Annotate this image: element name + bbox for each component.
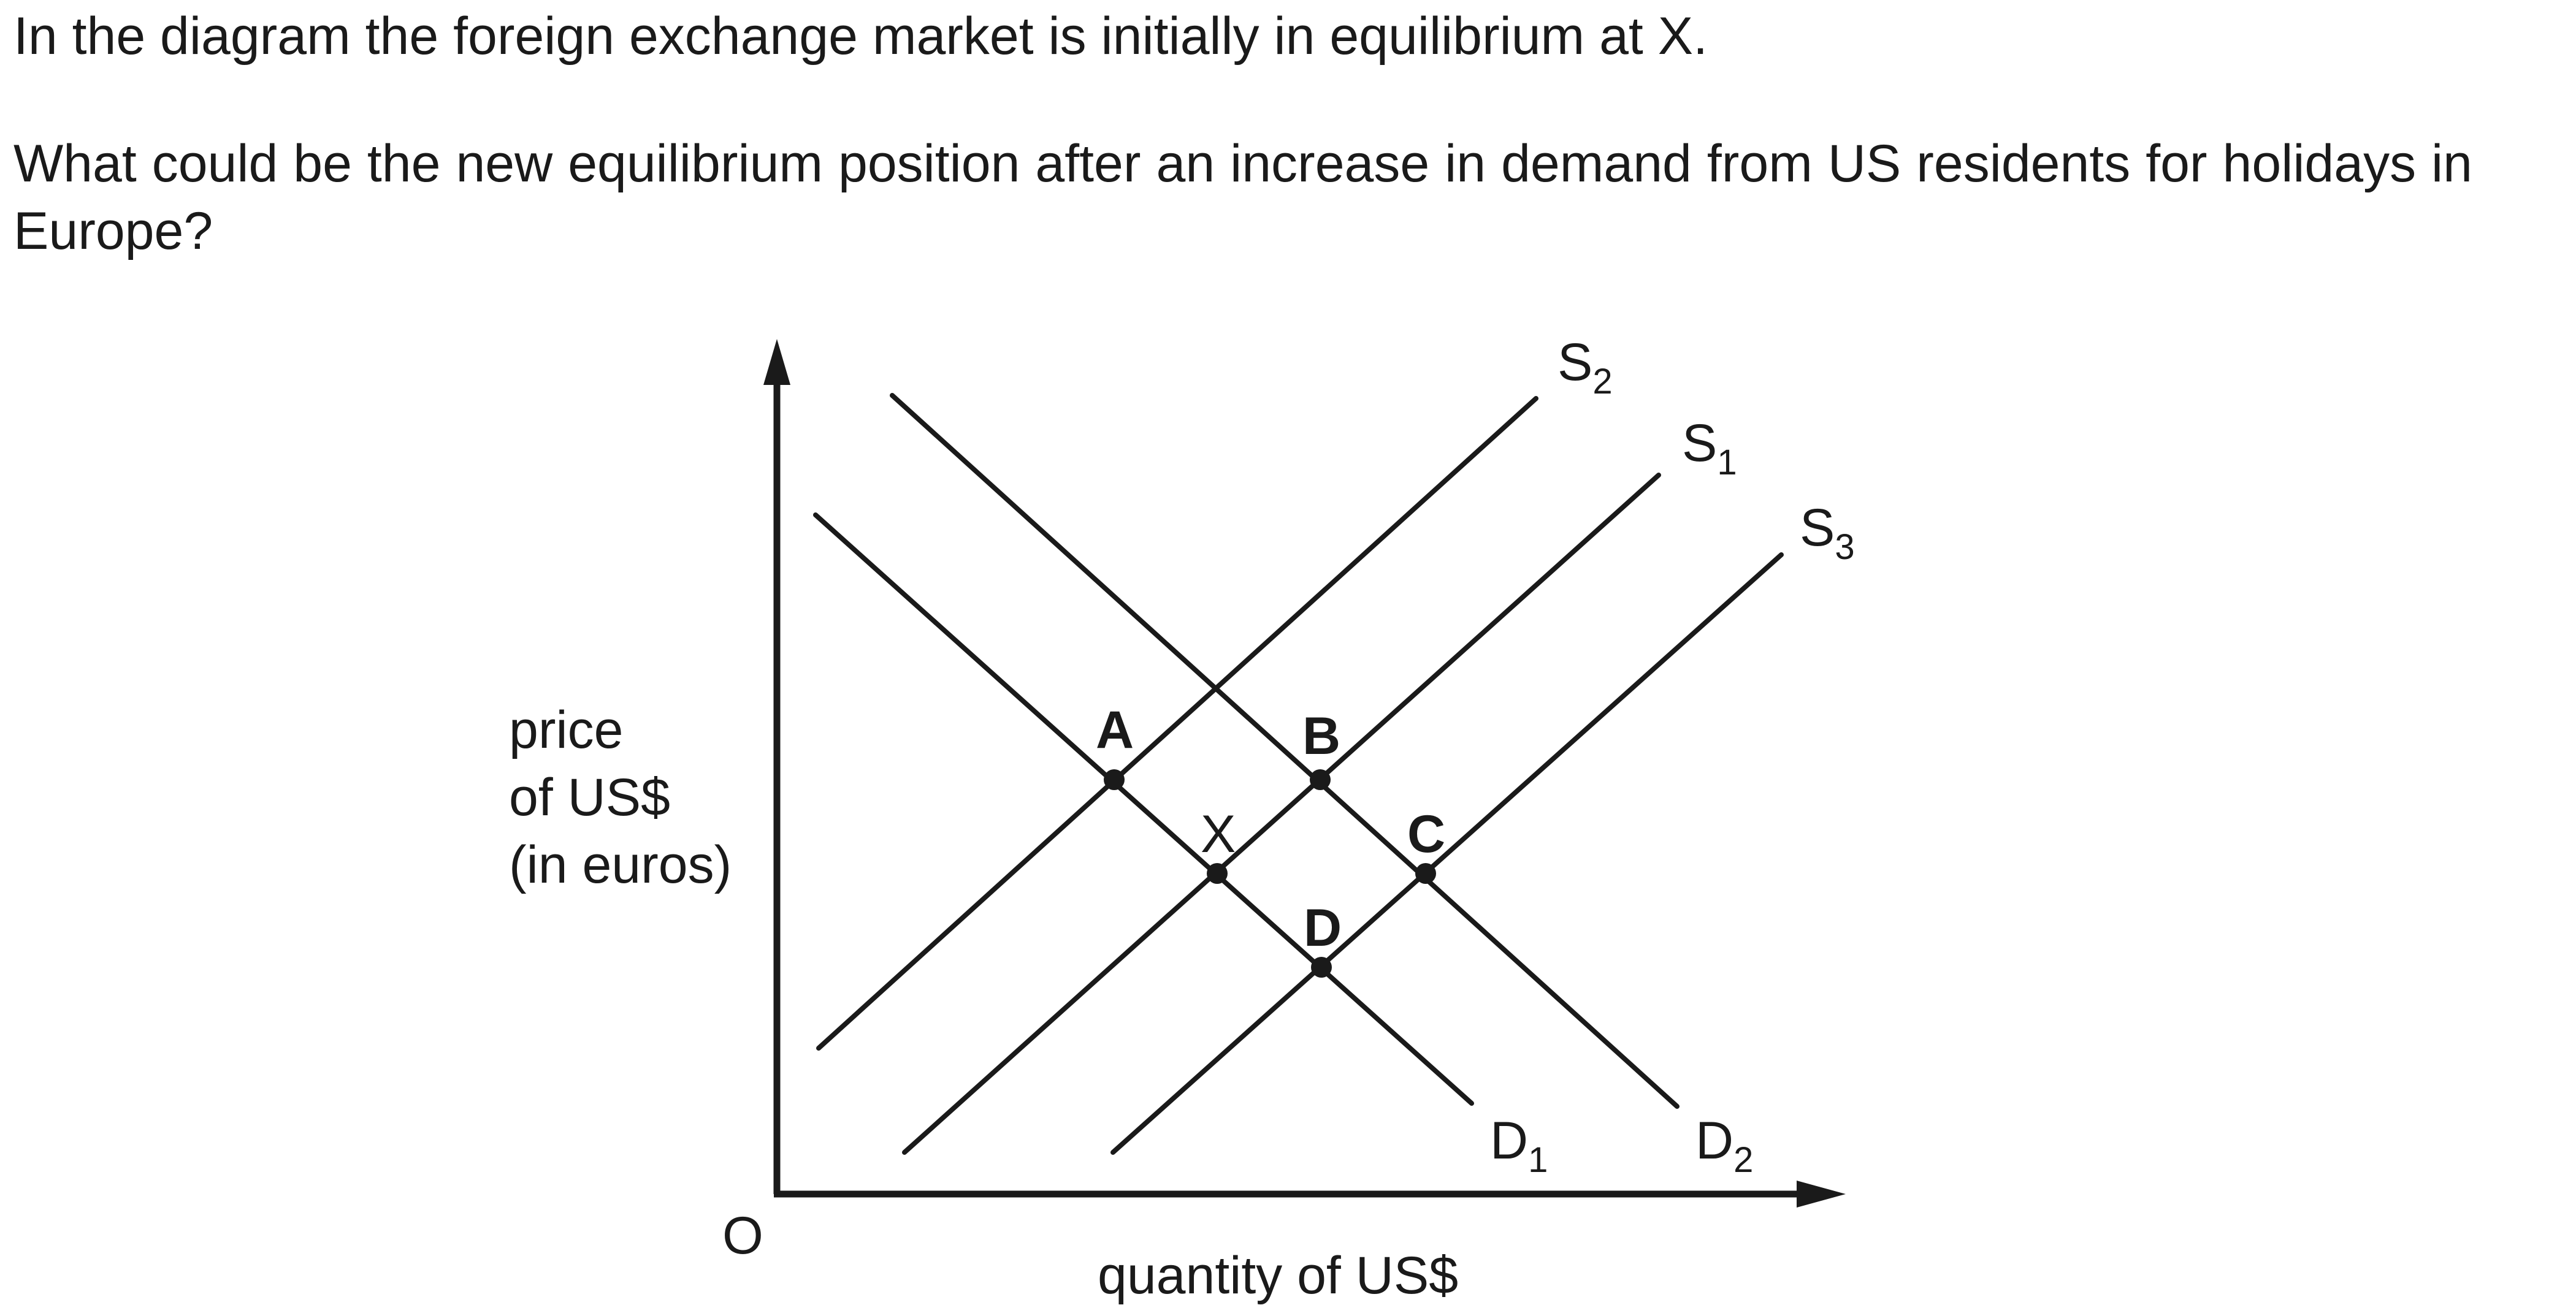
point-d-marker <box>1311 957 1332 978</box>
point-a-label: A <box>1096 701 1134 759</box>
question-intro: In the diagram the foreign exchange mark… <box>13 7 1708 66</box>
demand-curve-d2 <box>890 393 1680 1109</box>
point-b-label: B <box>1302 707 1340 766</box>
supply-curve-s2 <box>816 396 1538 1051</box>
y-axis-label-line-3: (in euros) <box>509 835 732 894</box>
point-d-label: D <box>1304 899 1342 957</box>
origin-label: O <box>722 1206 763 1265</box>
point-c-label: C <box>1407 805 1445 864</box>
curve-label-s2: S2 <box>1557 333 1613 401</box>
supply-curve-s3 <box>1110 552 1784 1155</box>
demand-curve-d1 <box>813 512 1474 1106</box>
curve-label-d1: D1 <box>1490 1111 1548 1180</box>
curve-label-d2: D2 <box>1695 1111 1753 1180</box>
point-c-marker <box>1415 863 1436 884</box>
point-a-marker <box>1104 769 1125 790</box>
y-axis-label-line-2: of US$ <box>509 768 670 827</box>
point-x-label: X <box>1201 805 1236 864</box>
y-axis-arrowhead <box>763 339 790 385</box>
curve-label-s3: S3 <box>1800 498 1855 567</box>
question-prompt: What could be the new equilibrium positi… <box>13 134 2472 261</box>
supply-curve-s1 <box>902 473 1661 1155</box>
curve-label-s1: S1 <box>1682 414 1737 482</box>
point-x-marker <box>1207 863 1228 884</box>
x-axis-label: quantity of US$ <box>1098 1246 1458 1305</box>
x-axis-arrowhead <box>1797 1181 1846 1208</box>
y-axis-label-line-1: price <box>509 701 623 759</box>
point-b-marker <box>1310 769 1331 790</box>
